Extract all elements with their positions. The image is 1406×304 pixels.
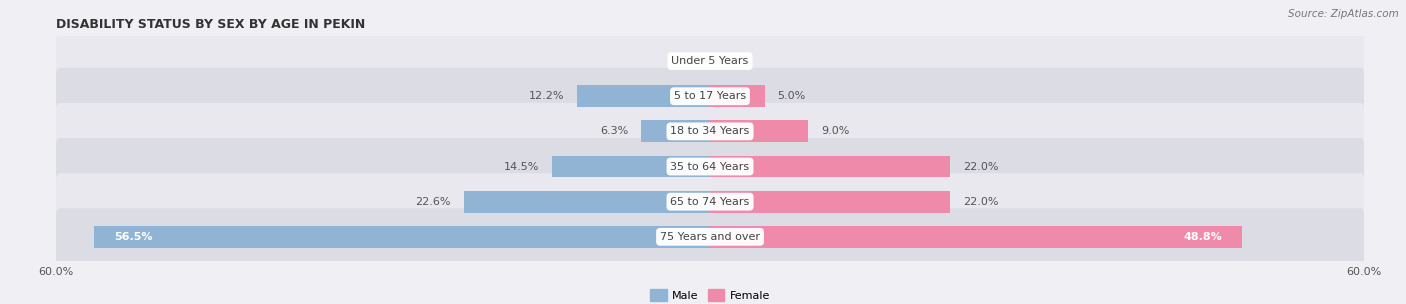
Text: Under 5 Years: Under 5 Years — [672, 56, 748, 66]
Text: 12.2%: 12.2% — [529, 91, 564, 101]
Bar — [553, 156, 710, 178]
Bar — [94, 226, 710, 248]
Bar — [576, 85, 710, 107]
Text: 14.5%: 14.5% — [503, 161, 538, 171]
Text: 48.8%: 48.8% — [1184, 232, 1222, 242]
Text: DISABILITY STATUS BY SEX BY AGE IN PEKIN: DISABILITY STATUS BY SEX BY AGE IN PEKIN — [56, 18, 366, 31]
Text: 35 to 64 Years: 35 to 64 Years — [671, 161, 749, 171]
Text: 0.0%: 0.0% — [721, 56, 749, 66]
Text: Source: ZipAtlas.com: Source: ZipAtlas.com — [1288, 9, 1399, 19]
FancyBboxPatch shape — [55, 208, 1365, 265]
FancyBboxPatch shape — [55, 33, 1365, 90]
Bar — [641, 120, 710, 142]
Text: 5.0%: 5.0% — [778, 91, 806, 101]
Text: 0.0%: 0.0% — [671, 56, 699, 66]
Legend: Male, Female: Male, Female — [645, 285, 775, 304]
Text: 6.3%: 6.3% — [600, 126, 628, 136]
Text: 22.0%: 22.0% — [963, 197, 998, 207]
Text: 75 Years and over: 75 Years and over — [659, 232, 761, 242]
Text: 22.0%: 22.0% — [963, 161, 998, 171]
Bar — [710, 120, 808, 142]
Text: 65 to 74 Years: 65 to 74 Years — [671, 197, 749, 207]
Text: 9.0%: 9.0% — [821, 126, 849, 136]
FancyBboxPatch shape — [55, 103, 1365, 160]
Bar — [710, 226, 1241, 248]
FancyBboxPatch shape — [55, 138, 1365, 195]
FancyBboxPatch shape — [55, 68, 1365, 125]
Bar — [464, 191, 710, 212]
Bar — [710, 85, 765, 107]
Bar — [710, 156, 950, 178]
FancyBboxPatch shape — [55, 173, 1365, 230]
Bar — [710, 191, 950, 212]
Text: 56.5%: 56.5% — [114, 232, 152, 242]
Text: 5 to 17 Years: 5 to 17 Years — [673, 91, 747, 101]
Text: 18 to 34 Years: 18 to 34 Years — [671, 126, 749, 136]
Text: 22.6%: 22.6% — [415, 197, 451, 207]
